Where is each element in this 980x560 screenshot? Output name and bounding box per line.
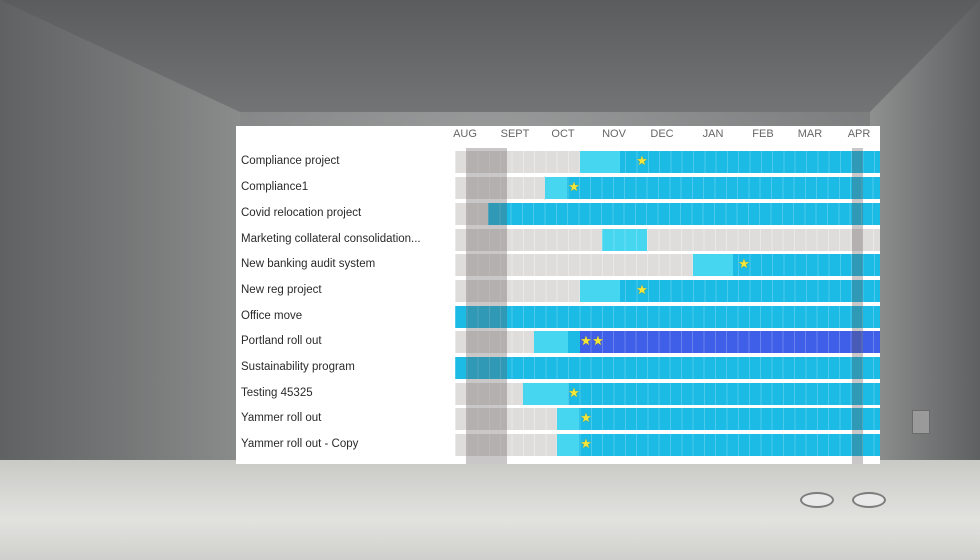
month-label: SEPT	[500, 128, 530, 140]
project-bar[interactable]	[580, 280, 880, 302]
project-label[interactable]: Yammer roll out - Copy	[241, 438, 359, 450]
project-bar-segment	[580, 151, 620, 173]
project-bar[interactable]	[488, 203, 880, 225]
project-bar[interactable]	[455, 306, 880, 328]
wall-switch	[912, 410, 930, 434]
month-label: NOV	[602, 128, 626, 140]
timeline-row	[455, 203, 880, 225]
month-label: FEB	[752, 128, 774, 140]
floor-light-icon	[852, 492, 886, 508]
project-label[interactable]: Testing 45325	[241, 387, 313, 399]
project-bar[interactable]	[557, 434, 880, 456]
project-label[interactable]: Office move	[241, 310, 303, 322]
month-label: JAN	[702, 128, 724, 140]
project-label[interactable]: Yammer roll out	[241, 412, 322, 424]
timeline-row: ★ ★	[455, 331, 880, 353]
month-label: OCT	[551, 128, 575, 140]
timeline-row: ★	[455, 383, 880, 405]
month-label: MAR	[797, 128, 823, 140]
project-bar-segment	[557, 434, 579, 456]
project-label[interactable]: Marketing collateral consolidation...	[241, 233, 421, 245]
project-label[interactable]: Compliance1	[241, 181, 309, 193]
project-bar-segment	[568, 331, 580, 353]
period-shade	[852, 148, 863, 464]
month-label: APR	[847, 128, 871, 140]
project-bar-segment	[693, 254, 733, 276]
month-header: AUG SEPT OCT NOV DEC JAN FEB MAR APR	[453, 126, 880, 146]
timeline-row	[455, 306, 880, 328]
timeline-row	[455, 229, 880, 251]
project-bar-segment	[557, 408, 579, 430]
timeline-row: ★	[455, 177, 880, 199]
project-label[interactable]: Portland roll out	[241, 335, 322, 347]
project-bar[interactable]	[693, 254, 880, 276]
project-label[interactable]: New banking audit system	[241, 258, 376, 270]
star-icon[interactable]: ★	[568, 385, 580, 400]
star-icon[interactable]: ★	[580, 333, 592, 348]
project-bar[interactable]	[580, 151, 880, 173]
month-label: DEC	[650, 128, 674, 140]
project-bar-segment	[523, 383, 568, 405]
project-bar[interactable]	[602, 229, 647, 251]
star-icon[interactable]: ★	[580, 436, 592, 451]
timeline-row: ★	[455, 408, 880, 430]
project-bar[interactable]	[545, 177, 880, 199]
star-icon[interactable]: ★	[636, 153, 648, 168]
month-label: AUG	[453, 128, 477, 140]
timeline-row: ★	[455, 254, 880, 276]
project-bar[interactable]	[523, 383, 880, 405]
project-label[interactable]: New reg project	[241, 284, 322, 296]
floor-light-icon	[800, 492, 834, 508]
project-bar-segment	[534, 331, 568, 353]
project-label[interactable]: Compliance project	[241, 155, 340, 167]
star-icon[interactable]: ★	[636, 282, 648, 297]
project-bar[interactable]	[455, 357, 880, 379]
timeline-row: ★	[455, 280, 880, 302]
project-bar[interactable]	[557, 408, 880, 430]
star-icon[interactable]: ★	[568, 179, 580, 194]
project-bar[interactable]	[534, 331, 880, 353]
project-label[interactable]: Covid relocation project	[241, 207, 362, 219]
timeline-row: ★	[455, 434, 880, 456]
timeline-row: ★	[455, 151, 880, 173]
floor	[0, 460, 980, 560]
project-label[interactable]: Sustainability program	[241, 361, 355, 373]
gantt-chart: ★ ★ ★ ★	[455, 148, 880, 464]
star-icon[interactable]: ★	[592, 333, 604, 348]
project-bar-segment	[580, 280, 620, 302]
star-icon[interactable]: ★	[580, 410, 592, 425]
period-shade	[466, 148, 507, 464]
roadmap-panel: AUG SEPT OCT NOV DEC JAN FEB MAR APR Com…	[236, 126, 880, 464]
star-icon[interactable]: ★	[738, 256, 750, 271]
project-bar-segment	[545, 177, 567, 199]
timeline-row	[455, 357, 880, 379]
